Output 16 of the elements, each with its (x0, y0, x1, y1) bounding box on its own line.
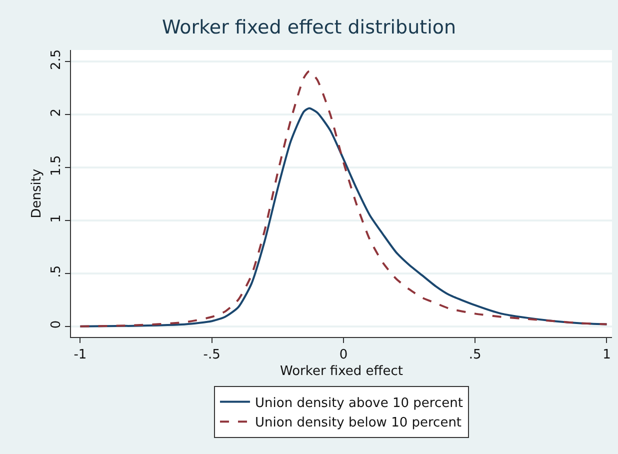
y-tick-label: 2 (48, 108, 64, 117)
x-tick-label: 0 (339, 348, 348, 363)
y-tick-label: 2.5 (48, 49, 64, 70)
x-axis-title: Worker fixed effect (280, 364, 403, 380)
x-tick-label: -1 (74, 348, 87, 363)
x-tick-label: -.5 (203, 348, 220, 363)
legend-label: Union density above 10 percent (255, 396, 463, 411)
chart-title: Worker fixed effect distribution (162, 16, 456, 39)
y-tick-label: 1.5 (48, 155, 64, 176)
x-tick-label: .5 (468, 348, 482, 363)
x-tick-label: 1 (602, 348, 611, 363)
y-tick-label: 0 (48, 320, 64, 329)
y-axis-title: Density (30, 168, 45, 218)
y-tick-label: 1 (48, 214, 64, 223)
y-tick-label: .5 (48, 265, 64, 278)
legend-label: Union density below 10 percent (255, 416, 462, 431)
